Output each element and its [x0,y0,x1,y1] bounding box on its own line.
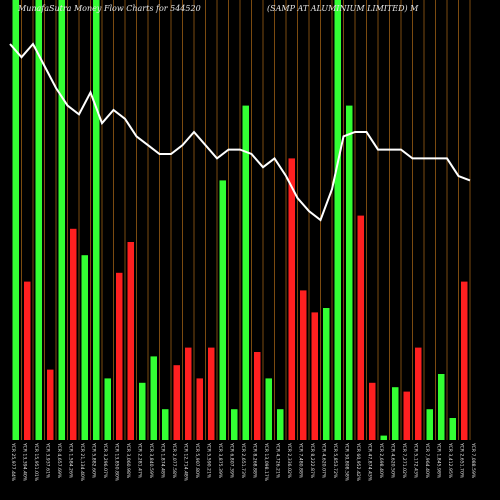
tick-label: YCR 5,590.21% [206,442,212,479]
bar [47,369,54,440]
tick-label: YCR 2,077.58% [171,442,177,479]
tick-label: YCR 21,134.40% [79,442,85,482]
bar [369,382,376,440]
bar [162,409,169,440]
tick-label: YCR 3,875.39% [217,442,223,479]
bar [173,365,180,440]
bar [139,382,146,440]
tick-label: YCR 4,726.21% [275,442,281,479]
tick-label: YCR 2,651.73% [240,442,246,479]
chart-title: MunafaSutra Money Flow Charts for 544520 [18,4,201,13]
bar [334,0,341,440]
bar [254,352,261,440]
tick-label: YCR 2,698.40% [378,442,384,479]
bar [116,272,123,440]
money-flow-line [9,42,471,222]
bar [242,105,249,440]
tick-label: YCR 13,850.80% [114,442,120,482]
bar [346,105,353,440]
bar [127,242,134,440]
bar [185,347,192,440]
bar [392,387,399,440]
gridlines [21,0,471,440]
tick-label: YCR 3,412.95% [447,442,453,479]
tick-label: YCR 4,620.50% [390,442,396,479]
tick-label: YCR 60,952.42% [355,442,361,482]
tick-label: YCR 7,964.40% [424,442,430,479]
bar [288,158,295,440]
bar [58,0,65,440]
tick-label: YCR 1,845.98% [436,442,442,479]
tick-labels: YCR 25,977.44% YCR 13,394.40% YCR 15,951.0… [10,442,476,482]
bar [208,347,215,440]
tick-label: YCR 2,336.02% [286,442,292,479]
tick-label: YCR 5,172.43% [413,442,419,479]
bar [81,255,88,440]
bar [12,0,19,440]
bar [35,0,42,440]
bar [104,378,111,440]
tick-label: YCR 7,271.02% [401,442,407,479]
tick-label: YCR 3,840.59% [148,442,154,479]
tick-label: YCR 5,882.60% [91,442,97,479]
bar [415,347,422,440]
bar [403,391,410,440]
bar [150,356,157,440]
bar [24,281,31,440]
bar [380,435,387,440]
bar [70,228,77,440]
tick-label: YCR 13,098.17% [263,442,269,482]
bar [93,0,100,440]
tick-label: YCR 25,977.44% [10,442,16,482]
tick-label: YCR 4,657.69% [56,442,62,479]
bar [196,378,203,440]
chart-subtitle: (SAMP AT ALUMINIUM LIMITED) M [267,4,419,13]
tick-label: YCR 12,714.48% [183,442,189,482]
bar-series [12,0,468,440]
line-series [9,42,471,222]
tick-label: YCR 47,874.43% [367,442,373,482]
tick-label: YCR 8,222.87% [309,442,315,479]
bar [426,409,433,440]
tick-label: YCR 13,394.40% [22,442,28,482]
tick-label: YCR 2,651.70% [459,442,465,479]
tick-label: YCR 5,853.72% [332,442,338,479]
bar [277,409,284,440]
bar [323,308,330,440]
tick-label: YCR 3,060.98% [125,442,131,479]
bar [265,378,272,440]
tick-label: YCR 30,808.58% [344,442,350,482]
bar [231,409,238,440]
tick-label: YCR 3,296.07% [102,442,108,479]
bar [311,312,318,440]
bar [357,215,364,440]
tick-label: YCR 1,874.48% [160,442,166,479]
bar [219,180,226,440]
bar [461,281,468,440]
tick-label: YCR 7,088.59% [470,442,476,479]
tick-label: YCR 6,807.39% [229,442,235,479]
tick-label: YCR 5,907.80% [194,442,200,479]
tick-label: YCR 15,951.01% [33,442,39,482]
bar [438,374,445,440]
bar [449,418,456,440]
tick-label: YCR 7,480.88% [298,442,304,479]
tick-label: YCR 2,281.47% [137,442,143,479]
tick-label: YCR 8,268.88% [252,442,258,479]
bar [300,290,307,440]
tick-label: YCR 4,620.07% [321,442,327,479]
tick-label: YCR 1,584.26% [68,442,74,479]
tick-label: YCR 3,937.61% [45,442,51,479]
